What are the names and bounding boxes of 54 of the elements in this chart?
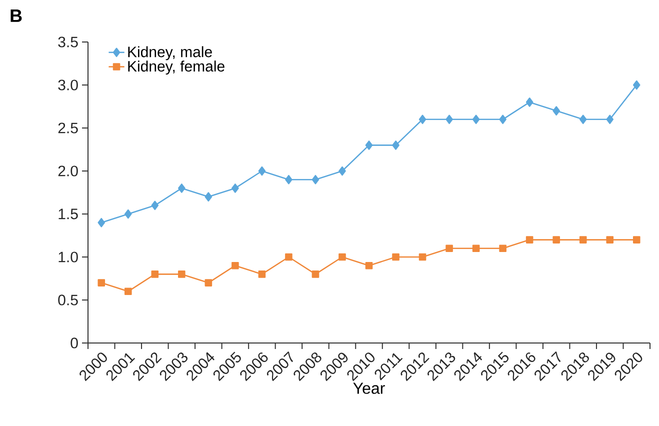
point	[392, 140, 400, 150]
y-tick-label: 3.0	[58, 80, 78, 90]
y-tick-label: 0.5	[58, 294, 78, 306]
point	[312, 174, 320, 184]
legend-label: Kidney, male	[128, 46, 212, 60]
point	[285, 174, 292, 184]
point	[499, 114, 506, 124]
point	[499, 244, 506, 252]
y-tick-label: 2.5	[58, 122, 78, 134]
point	[632, 80, 640, 90]
point	[632, 236, 640, 244]
point	[151, 270, 159, 278]
point	[579, 114, 587, 124]
point	[606, 114, 614, 124]
point	[418, 114, 426, 124]
y-tick-label: 1.5	[58, 208, 78, 220]
point	[526, 98, 534, 107]
point	[338, 253, 346, 261]
point	[392, 253, 400, 261]
point	[446, 114, 453, 124]
y-tick-label: 3.5	[58, 36, 78, 48]
point	[258, 166, 266, 176]
point	[526, 236, 534, 244]
point	[579, 236, 587, 244]
point	[204, 279, 212, 286]
text: B	[10, 10, 22, 22]
point	[606, 236, 614, 244]
y-tick-label: 0	[70, 338, 78, 348]
point	[98, 279, 106, 286]
point	[178, 184, 186, 193]
point	[178, 270, 186, 278]
point	[258, 270, 266, 278]
point	[124, 288, 132, 296]
point	[124, 209, 132, 219]
point	[552, 236, 560, 244]
point	[472, 244, 480, 252]
point	[151, 200, 159, 210]
point	[312, 270, 320, 278]
point	[338, 166, 346, 176]
point	[232, 262, 239, 270]
y-tick-label: 1.0	[58, 252, 78, 262]
point	[552, 106, 560, 116]
point	[204, 192, 212, 202]
point	[365, 262, 373, 270]
point	[232, 184, 239, 193]
point	[98, 218, 106, 228]
point	[446, 244, 453, 252]
point	[418, 253, 426, 261]
point	[285, 253, 292, 261]
y-tick-label: 2.0	[58, 166, 78, 176]
x-axis-title: Year	[353, 382, 385, 394]
point	[365, 140, 373, 150]
point	[472, 114, 480, 124]
legend-label: Kidney, female	[128, 60, 224, 75]
